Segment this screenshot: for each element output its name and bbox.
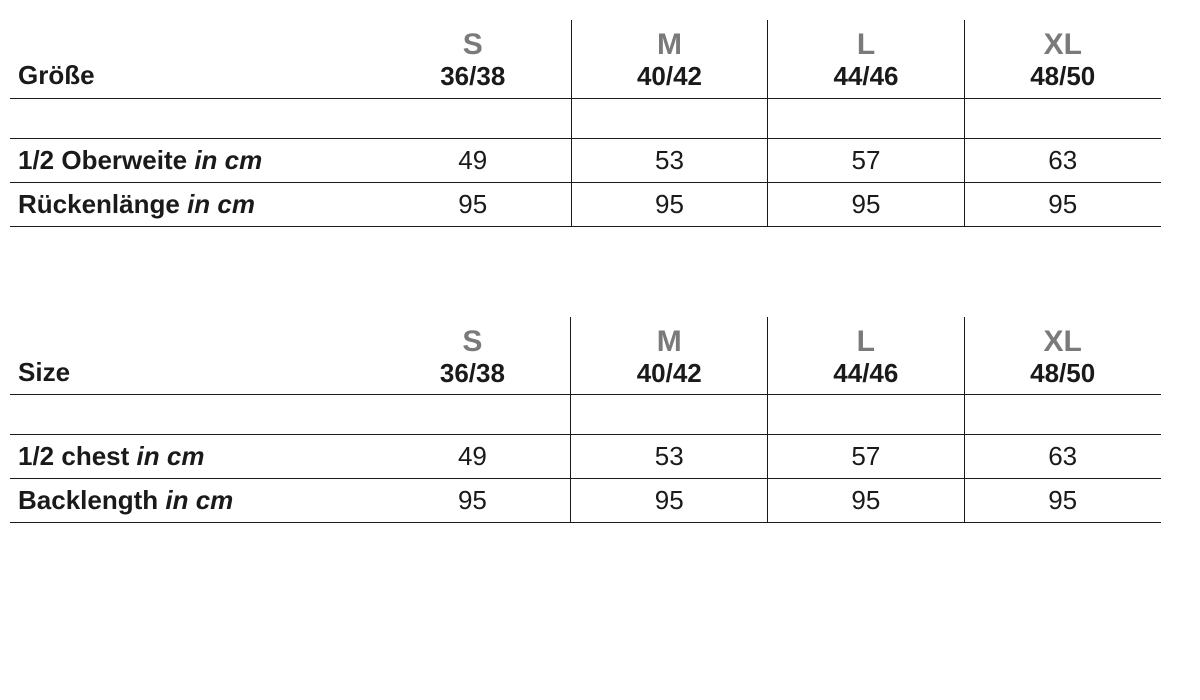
cell-value: 57 <box>851 441 880 471</box>
size-letter: M <box>657 28 682 61</box>
row-label: Rückenlänge in cm <box>18 189 255 219</box>
cell-value: 95 <box>458 485 487 515</box>
size-range: 44/46 <box>833 61 898 91</box>
cell-value: 95 <box>1048 485 1077 515</box>
size-range: 40/42 <box>637 61 702 91</box>
size-letter: XL <box>1044 28 1082 61</box>
size-letter: L <box>857 325 875 358</box>
size-letter: S <box>462 325 482 358</box>
size-range: 36/38 <box>440 61 505 91</box>
size-table-de: S M L XL Größe 36/38 40/42 44/46 48/50 1… <box>10 20 1190 227</box>
cell-value: 49 <box>458 441 487 471</box>
size-range: 48/50 <box>1030 358 1095 388</box>
size-letter: XL <box>1043 325 1081 358</box>
header-label: Größe <box>18 60 95 90</box>
row-label: 1/2 chest in cm <box>18 441 204 471</box>
cell-value: 49 <box>458 145 487 175</box>
cell-value: 53 <box>655 145 684 175</box>
cell-value: 95 <box>1048 189 1077 219</box>
cell-value: 95 <box>458 189 487 219</box>
size-letter: M <box>657 325 682 358</box>
cell-value: 63 <box>1048 145 1077 175</box>
size-range: 48/50 <box>1030 61 1095 91</box>
size-letter: S <box>463 28 483 61</box>
header-label: Size <box>18 357 70 387</box>
size-range: 44/46 <box>833 358 898 388</box>
row-label: 1/2 Oberweite in cm <box>18 145 262 175</box>
cell-value: 95 <box>852 189 881 219</box>
size-letter: L <box>857 28 875 61</box>
cell-value: 57 <box>852 145 881 175</box>
size-table-en: S M L XL Size 36/38 40/42 44/46 48/50 1/… <box>10 317 1190 524</box>
row-label: Backlength in cm <box>18 485 233 515</box>
size-range: 40/42 <box>637 358 702 388</box>
cell-value: 95 <box>655 485 684 515</box>
cell-value: 53 <box>655 441 684 471</box>
cell-value: 95 <box>851 485 880 515</box>
cell-value: 95 <box>655 189 684 219</box>
size-range: 36/38 <box>440 358 505 388</box>
cell-value: 63 <box>1048 441 1077 471</box>
